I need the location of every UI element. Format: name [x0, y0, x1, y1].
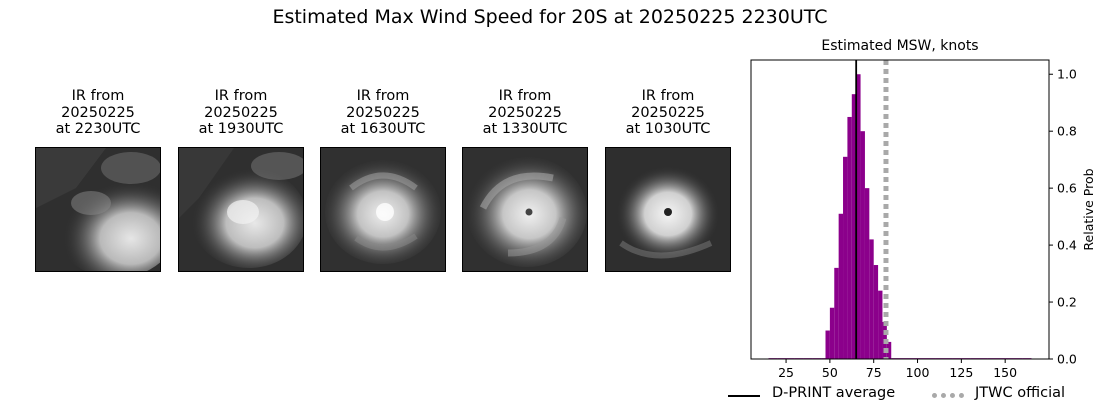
histogram-bar: [829, 307, 835, 359]
x-tick-label: 150: [993, 365, 1017, 380]
chart-legend: D-PRINT average JTWC official: [720, 385, 1090, 407]
histogram-bar: [864, 188, 870, 359]
ir-satellite-image-2: [178, 147, 304, 272]
y-tick-label: 1.0: [1057, 67, 1077, 82]
y-tick-label: 0.0: [1057, 352, 1077, 367]
histogram-bar: [843, 156, 848, 359]
histogram-bar: [847, 116, 852, 359]
ir-caption-1: IR from 20250225 at 2230UTC: [35, 88, 161, 138]
x-tick-label: 125: [949, 365, 973, 380]
legend-dprint-label: D-PRINT average: [772, 385, 896, 401]
x-tick-label: 100: [906, 365, 930, 380]
histogram-bar: [856, 74, 861, 359]
y-tick-label: 0.4: [1057, 238, 1077, 253]
ir-satellite-image-5: [605, 147, 731, 272]
legend-jtwc-swatch: [932, 393, 964, 398]
ir-caption-line: IR from: [498, 88, 552, 104]
x-tick-label: 75: [866, 365, 882, 380]
x-tick-label: 25: [778, 365, 794, 380]
ir-caption-time: at 1930UTC: [198, 121, 284, 137]
histogram-bar: [878, 290, 883, 359]
ir-panel-4: IR from 20250225 at 1330UTC: [462, 88, 588, 272]
legend-jtwc-label: JTWC official: [975, 385, 1066, 401]
ir-caption-2: IR from 20250225 at 1930UTC: [178, 88, 304, 138]
histogram-bar: [869, 239, 874, 359]
ir-caption-4: IR from 20250225 at 1330UTC: [462, 88, 588, 138]
ir-caption-3: IR from 20250225 at 1630UTC: [320, 88, 446, 138]
ir-caption-time: at 1330UTC: [482, 121, 568, 137]
ir-caption-line: IR from: [71, 88, 125, 104]
main-title: Estimated Max Wind Speed for 20S at 2025…: [272, 6, 828, 28]
y-tick-label: 0.6: [1057, 181, 1077, 196]
histogram-bar: [873, 265, 879, 359]
ir-caption-date: 20250225: [488, 104, 562, 121]
ir-panel-2: IR from 20250225 at 1930UTC: [178, 88, 304, 272]
ir-caption-date: 20250225: [346, 104, 420, 121]
ir-caption-5: IR from 20250225 at 1030UTC: [605, 88, 731, 138]
y-tick-label: 0.2: [1057, 295, 1077, 310]
histogram-bar: [834, 267, 839, 359]
y-tick-label: 0.8: [1057, 124, 1077, 139]
ir-caption-time: at 1630UTC: [340, 121, 426, 137]
ir-caption-date: 20250225: [61, 104, 135, 121]
chart-title: Estimated MSW, knots: [821, 38, 978, 54]
ir-caption-date: 20250225: [631, 104, 705, 121]
plot-frame: [750, 59, 1050, 360]
histogram-bar: [825, 330, 830, 359]
ir-caption-line: IR from: [214, 88, 268, 104]
histogram-bar: [886, 341, 892, 359]
ir-caption-time: at 1030UTC: [625, 121, 711, 137]
ir-caption-line: IR from: [641, 88, 695, 104]
ir-panel-5: IR from 20250225 at 1030UTC: [605, 88, 731, 272]
legend-dprint-swatch: [728, 395, 760, 397]
ir-satellite-image-3: [320, 147, 446, 272]
histogram-bar: [838, 213, 844, 359]
ir-panel-1: IR from 20250225 at 2230UTC: [35, 88, 161, 272]
ir-satellite-image-1: [35, 147, 161, 272]
ir-caption-line: IR from: [356, 88, 410, 104]
ir-satellite-image-4: [462, 147, 588, 272]
x-tick-label: 50: [822, 365, 838, 380]
ir-caption-time: at 2230UTC: [55, 121, 141, 137]
ir-panel-3: IR from 20250225 at 1630UTC: [320, 88, 446, 272]
histogram-bar: [851, 94, 857, 360]
histogram-bar: [860, 131, 865, 359]
y-axis-label: Relative Prob: [1081, 168, 1096, 250]
ir-caption-date: 20250225: [204, 104, 278, 121]
